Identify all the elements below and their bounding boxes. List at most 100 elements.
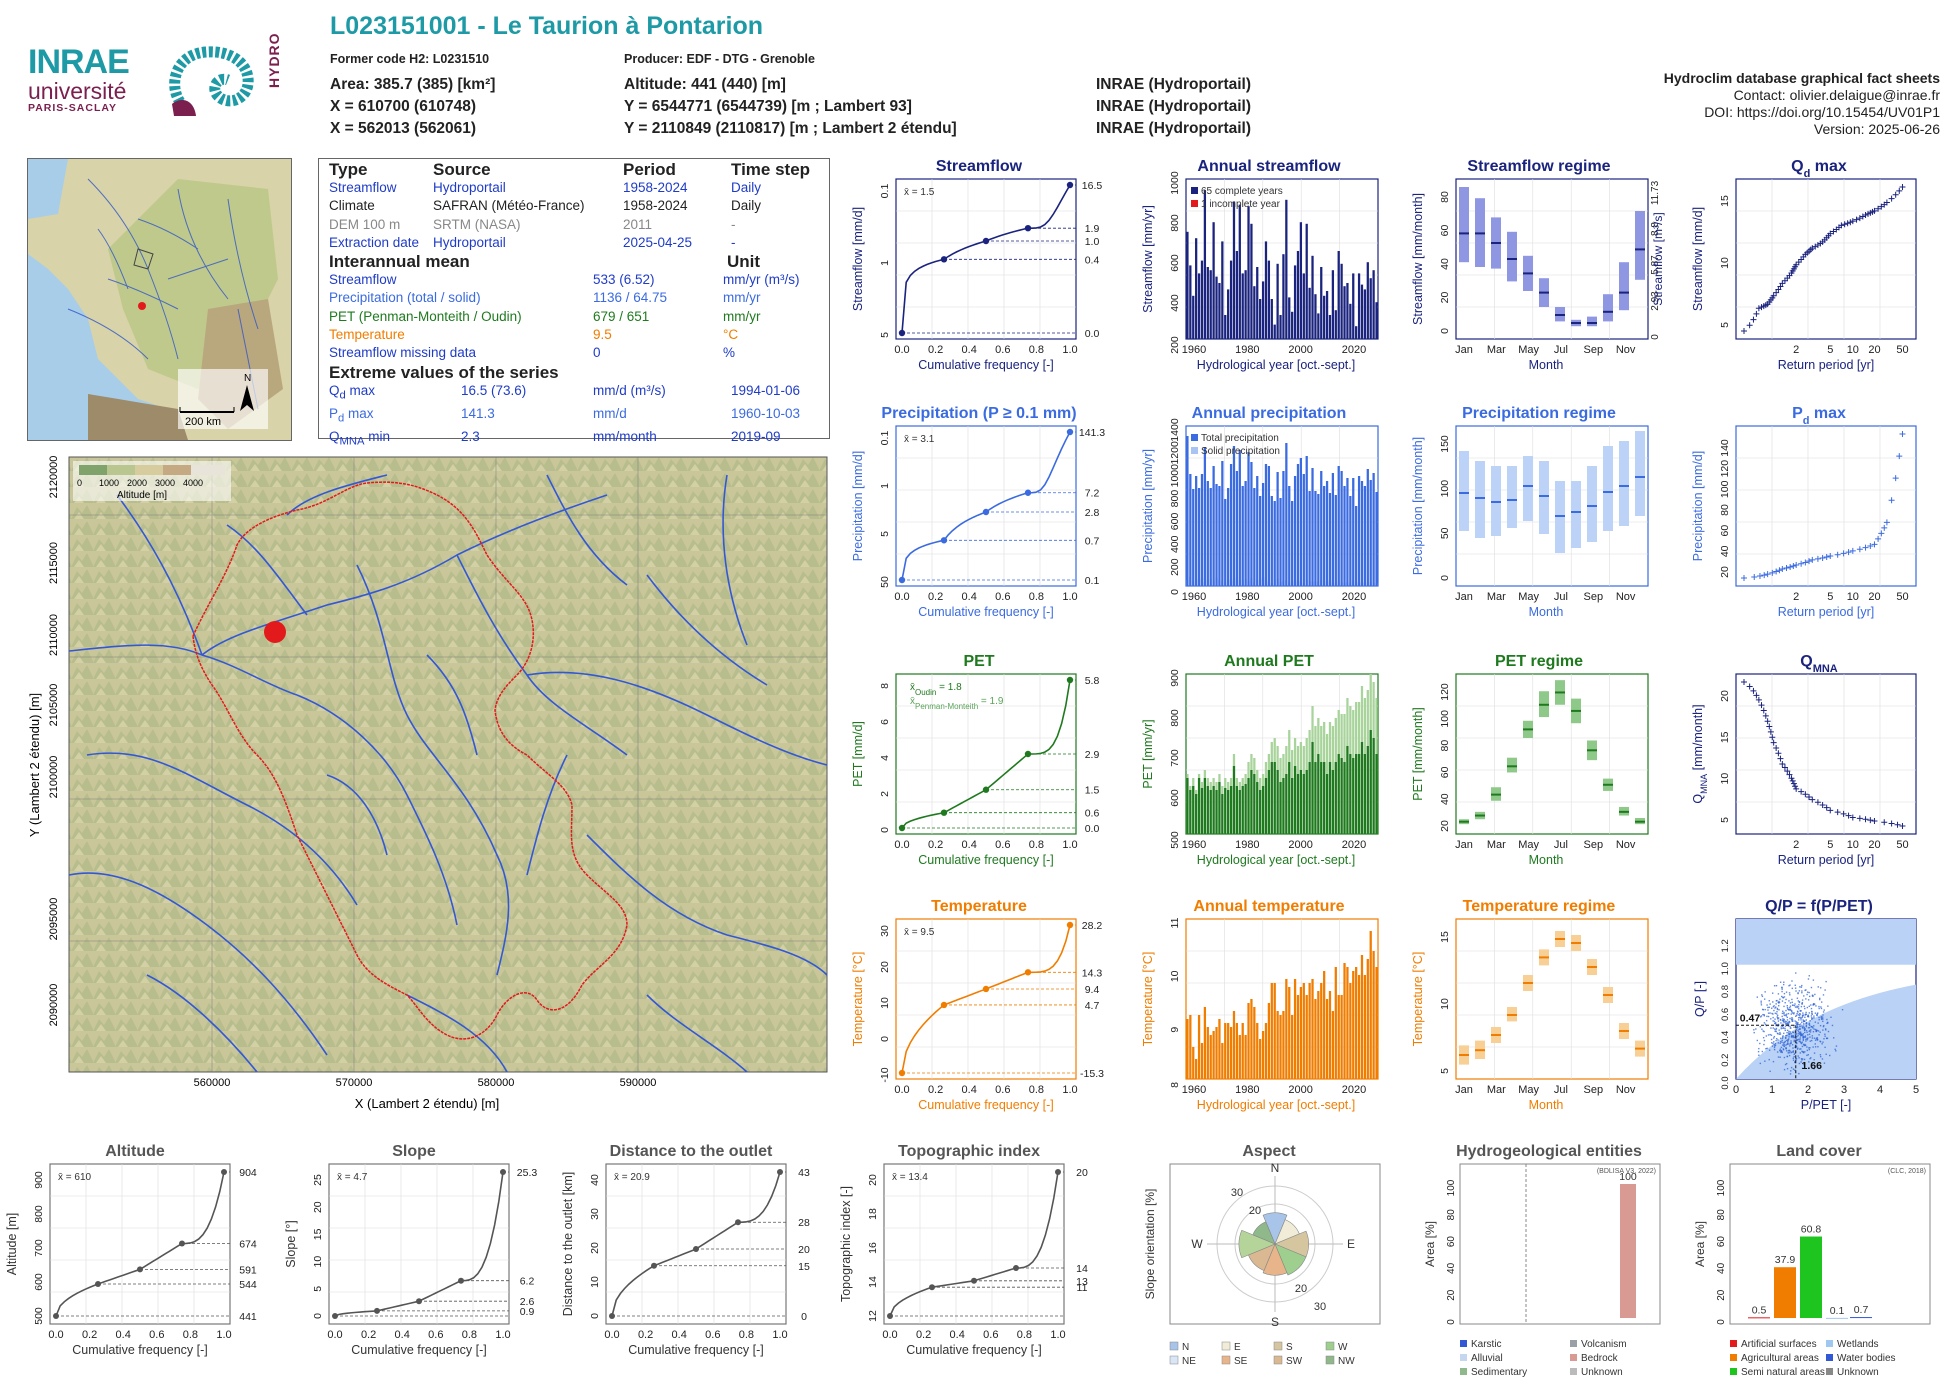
annual-bar — [1323, 486, 1326, 586]
qp-point — [1798, 1028, 1800, 1031]
qp-point — [1803, 1005, 1805, 1008]
legend-label: Total precipitation — [1201, 433, 1279, 444]
x-tick-label: 0.2 — [928, 344, 943, 356]
annual-bar — [1360, 284, 1364, 339]
bar-label: 60.8 — [1801, 1224, 1822, 1236]
regime-box — [1603, 294, 1613, 322]
annual-bar — [1346, 967, 1349, 1079]
y-axis-label: PET [mm/yr] — [1141, 719, 1155, 788]
qp-point — [1801, 1021, 1803, 1023]
y2-tick-label: 8.8 — [1650, 222, 1661, 236]
qp-point — [1798, 1072, 1800, 1075]
y-tick-label: 11 — [1169, 917, 1181, 928]
logo-hydro-icon — [169, 46, 254, 116]
qp-point — [1787, 1023, 1789, 1025]
qp-point — [1778, 1000, 1780, 1003]
y-tick-label: 15 — [1719, 195, 1731, 207]
annual-bar — [1270, 983, 1273, 1079]
qp-point — [1751, 1017, 1754, 1019]
qp-point — [1808, 995, 1811, 998]
legend-swatch — [1191, 447, 1198, 454]
annual-bar — [1189, 474, 1192, 586]
rp-point — [1755, 305, 1762, 312]
y-tick-label: -10 — [879, 1067, 891, 1082]
qp-point — [1788, 1023, 1790, 1025]
qp-point — [1797, 1000, 1800, 1002]
rp-point — [1819, 801, 1826, 808]
qp-point — [1769, 1003, 1771, 1005]
qp-point — [1773, 1048, 1776, 1051]
qp-point — [1777, 1025, 1779, 1027]
qp-point — [1762, 1013, 1764, 1016]
qp-point — [1796, 1012, 1798, 1015]
landcover-bar — [1774, 1267, 1796, 1318]
x-tick-label: 0.4 — [962, 591, 977, 603]
legend-label: NE — [1182, 1356, 1196, 1367]
qp-point — [1806, 1046, 1808, 1048]
annual-bar — [1200, 474, 1204, 586]
y-tick-label: 50 — [879, 576, 891, 588]
qp-point — [1795, 1045, 1798, 1048]
qp-point — [1796, 1036, 1798, 1038]
rp-point — [1878, 530, 1885, 537]
qp-point — [1812, 1004, 1814, 1006]
annual-bar — [1224, 1023, 1227, 1079]
qp-point — [1774, 1022, 1776, 1025]
qp-point — [1780, 1026, 1782, 1028]
qp-point — [1788, 1049, 1791, 1052]
qp-point — [1775, 1027, 1778, 1030]
annual-bar — [1218, 1019, 1221, 1079]
qp-point — [1807, 1034, 1809, 1036]
mean-label: x̄ = 20.9 — [614, 1172, 650, 1183]
qp-point — [1792, 1020, 1794, 1022]
chart-title: Precipitation (P ≥ 0.1 mm) — [881, 405, 1076, 422]
qp-point — [1820, 1015, 1822, 1018]
qp-point — [1768, 1006, 1770, 1009]
qp-point — [1800, 1010, 1802, 1012]
y-tick-label: 60 — [1716, 1236, 1727, 1248]
qp-point — [1806, 1054, 1808, 1057]
qp-point — [1767, 1009, 1769, 1011]
quantile-label: 5.8 — [1085, 675, 1100, 687]
qp-point — [1785, 1021, 1788, 1023]
qp-point — [1800, 1033, 1802, 1036]
aspect-sector — [1252, 1221, 1276, 1245]
annual-bar — [1349, 983, 1352, 1079]
mean-label: x̄ = 4.7 — [337, 1172, 368, 1183]
qp-point — [1780, 1027, 1782, 1030]
x-tick-label: 0.2 — [928, 591, 943, 603]
qp-point — [1783, 1005, 1785, 1008]
annual-bar — [1340, 471, 1343, 586]
annual-bar — [1360, 955, 1364, 1079]
legend-swatch — [1325, 1355, 1335, 1365]
annual-bar — [1355, 506, 1358, 586]
annual-bar — [1253, 488, 1256, 586]
regime-box — [1635, 431, 1645, 516]
y-tick-label: 400 — [1169, 535, 1181, 553]
x-tick-label: 0.6 — [995, 1084, 1010, 1096]
aspect-direction: S — [1271, 1315, 1279, 1329]
x-tick-label: May — [1518, 344, 1539, 356]
annual-bar — [1186, 436, 1189, 586]
qp-point — [1805, 1011, 1807, 1014]
qp-point — [1832, 1037, 1835, 1039]
y-tick-label: 5 — [1439, 1068, 1451, 1074]
qp-point — [1816, 1039, 1819, 1041]
source-row: Climate SAFRAN (Météo-France) 1958-2024 Dai… — [329, 198, 762, 214]
qp-point — [1760, 1015, 1763, 1017]
qp-point — [1815, 1037, 1818, 1040]
landcover-bar — [1850, 1317, 1872, 1319]
qp-point — [1768, 1000, 1770, 1002]
qp-point — [1788, 1030, 1790, 1033]
qp-point — [1795, 1026, 1798, 1029]
qp-point — [1813, 1017, 1815, 1019]
rp-point — [1779, 280, 1786, 287]
cdf-point — [137, 1266, 143, 1273]
qp-point — [1806, 991, 1809, 993]
qp-point — [1779, 998, 1781, 1000]
qp-point — [1780, 995, 1783, 998]
qp-point — [1774, 1045, 1776, 1047]
y-tick-label: 14 — [867, 1276, 879, 1288]
qp-point — [1806, 1015, 1809, 1017]
y-lambert93: Y = 6544771 (6544739) [m ; Lambert 93] — [624, 98, 912, 115]
